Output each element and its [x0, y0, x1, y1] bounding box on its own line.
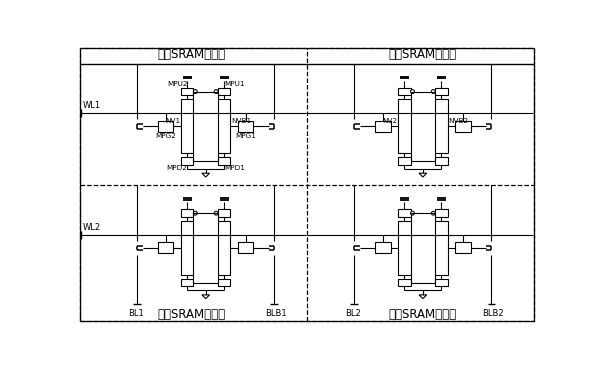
Bar	[218, 88, 231, 95]
Bar	[455, 242, 471, 253]
Text: NV1: NV1	[165, 118, 180, 124]
Bar	[181, 99, 193, 153]
Bar	[398, 99, 410, 153]
Bar	[181, 278, 193, 287]
Text: NVB2: NVB2	[448, 118, 468, 124]
Text: 第三SRAM位单元: 第三SRAM位单元	[158, 308, 226, 321]
Bar	[375, 121, 391, 131]
Bar	[218, 221, 231, 275]
Text: MPU1: MPU1	[224, 81, 245, 87]
Bar	[218, 278, 231, 287]
Bar	[181, 157, 193, 165]
Bar	[398, 210, 410, 217]
Bar	[435, 88, 447, 95]
Circle shape	[410, 211, 415, 215]
Text: MPG2: MPG2	[155, 133, 176, 139]
Polygon shape	[202, 173, 210, 177]
Text: WL2: WL2	[83, 223, 101, 232]
Bar	[455, 121, 471, 131]
Bar	[435, 99, 447, 153]
Circle shape	[193, 211, 197, 215]
Circle shape	[431, 90, 435, 93]
Bar	[181, 221, 193, 275]
Text: NV2: NV2	[382, 118, 398, 124]
Bar	[398, 278, 410, 287]
Polygon shape	[202, 295, 210, 299]
Text: BLB2: BLB2	[482, 309, 504, 318]
Bar	[435, 278, 447, 287]
Bar	[435, 157, 447, 165]
Bar	[218, 157, 231, 165]
Text: 第二SRAM位单元: 第二SRAM位单元	[388, 48, 456, 61]
Text: MPD1: MPD1	[224, 165, 245, 172]
Text: 第四SRAM位单元: 第四SRAM位单元	[388, 308, 456, 321]
Bar	[181, 88, 193, 95]
Bar	[218, 210, 231, 217]
Text: WL1: WL1	[83, 101, 101, 110]
Text: BLB1: BLB1	[265, 309, 286, 318]
Bar	[181, 210, 193, 217]
Bar	[398, 88, 410, 95]
Text: 第一SRAM位单元: 第一SRAM位单元	[158, 48, 226, 61]
Bar	[435, 210, 447, 217]
Bar	[218, 99, 231, 153]
Text: BL1: BL1	[128, 309, 144, 318]
Circle shape	[431, 211, 435, 215]
Circle shape	[214, 211, 218, 215]
Bar	[435, 221, 447, 275]
Bar	[398, 221, 410, 275]
Bar	[158, 242, 173, 253]
Bar	[238, 242, 253, 253]
Text: NVB1: NVB1	[231, 118, 251, 124]
Bar	[158, 121, 173, 131]
Text: MPD2: MPD2	[167, 165, 187, 172]
Circle shape	[193, 90, 197, 93]
Circle shape	[214, 90, 218, 93]
Polygon shape	[419, 295, 426, 299]
Text: BL2: BL2	[345, 309, 361, 318]
Text: MPU2: MPU2	[167, 81, 187, 87]
Bar	[375, 242, 391, 253]
Bar	[398, 157, 410, 165]
Polygon shape	[419, 173, 426, 177]
Bar	[238, 121, 253, 131]
Circle shape	[410, 90, 415, 93]
Text: MPG1: MPG1	[235, 133, 256, 139]
